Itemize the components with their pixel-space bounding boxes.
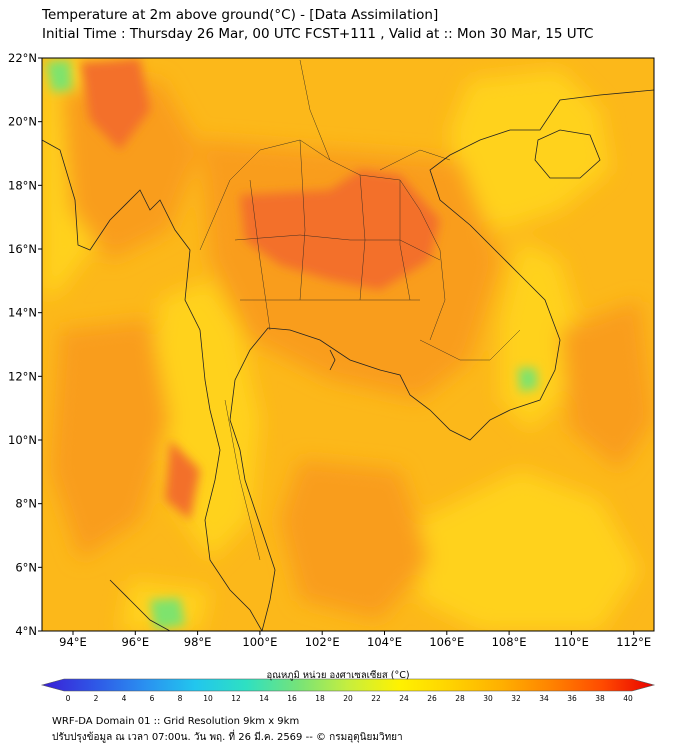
footer-update-note: ปรับปรุงข้อมูล ณ เวลา 07:00น. วัน พฤ. ที… bbox=[52, 732, 403, 743]
lat-tick-label: 8°N bbox=[15, 497, 37, 511]
lat-tick-label: 22°N bbox=[8, 51, 37, 65]
colorbar: 0 2 4 6 8 10 12 14 16 18 20 22 24 26 28 30 32 34 36 38 40 bbox=[40, 678, 656, 703]
colorbar-tick-label: 30 bbox=[483, 694, 493, 703]
lon-tick-label: 110°E bbox=[554, 635, 589, 649]
temperature-field bbox=[42, 58, 654, 631]
colorbar-tick-label: 38 bbox=[595, 694, 605, 703]
colorbar-tick-label: 0 bbox=[66, 694, 71, 703]
colorbar-tick-label: 12 bbox=[231, 694, 241, 703]
colorbar-tick-label: 6 bbox=[150, 694, 155, 703]
colorbar-tick-label: 34 bbox=[539, 694, 549, 703]
colorbar-tick-label: 28 bbox=[455, 694, 465, 703]
lon-tick-label: 96°E bbox=[121, 635, 149, 649]
map-frame bbox=[41, 57, 655, 632]
map-subtitle: Initial Time : Thursday 26 Mar, 00 UTC F… bbox=[42, 26, 594, 42]
lat-tick-label: 12°N bbox=[8, 369, 37, 383]
lon-tick-label: 104°E bbox=[367, 635, 402, 649]
lon-tick-label: 106°E bbox=[429, 635, 464, 649]
lon-tick-label: 94°E bbox=[59, 635, 87, 649]
lat-tick-label: 10°N bbox=[8, 433, 37, 447]
lon-tick-label: 108°E bbox=[492, 635, 527, 649]
lat-tick-label: 20°N bbox=[8, 115, 37, 129]
lon-tick-label: 98°E bbox=[184, 635, 212, 649]
lat-tick-label: 4°N bbox=[15, 624, 37, 638]
colorbar-tick-label: 20 bbox=[343, 694, 353, 703]
colorbar-title: อุณหภูมิ หน่วย องศาเซลเซียส (°C) bbox=[266, 670, 410, 681]
longitude-axis: 94°E 96°E 98°E 100°E 102°E 104°E 106°E 108°E 110… bbox=[59, 631, 651, 649]
lat-tick-label: 14°N bbox=[8, 306, 37, 320]
province-borders bbox=[199, 59, 521, 561]
lon-tick-label: 100°E bbox=[242, 635, 277, 649]
colorbar-tick-label: 16 bbox=[287, 694, 297, 703]
colorbar-tick-label: 36 bbox=[567, 694, 577, 703]
colorbar-tick-label: 2 bbox=[94, 694, 99, 703]
lat-tick-label: 16°N bbox=[8, 242, 37, 256]
colorbar-tick-label: 26 bbox=[427, 694, 437, 703]
coastline bbox=[42, 89, 654, 631]
map-title: Temperature at 2m above ground(°C) - [Da… bbox=[42, 7, 439, 23]
colorbar-tick-label: 22 bbox=[371, 694, 381, 703]
colorbar-tick-label: 10 bbox=[203, 694, 213, 703]
colorbar-tick-label: 32 bbox=[511, 694, 521, 703]
latitude-axis: 22°N 20°N 18°N 16°N 14°N 12°N 10°N 8°N 6°N 4°N bbox=[8, 51, 42, 638]
footer-resolution: WRF-DA Domain 01 :: Grid Resolution 9km … bbox=[52, 716, 300, 727]
lon-tick-label: 112°E bbox=[616, 635, 651, 649]
lon-tick-label: 102°E bbox=[305, 635, 340, 649]
lat-tick-label: 18°N bbox=[8, 178, 37, 192]
colorbar-tick-label: 40 bbox=[623, 694, 633, 703]
colorbar-tick-label: 18 bbox=[315, 694, 325, 703]
colorbar-tick-label: 4 bbox=[122, 694, 127, 703]
colorbar-tick-label: 24 bbox=[399, 694, 409, 703]
colorbar-tick-label: 8 bbox=[178, 694, 183, 703]
colorbar-tick-label: 14 bbox=[259, 694, 269, 703]
lat-tick-label: 6°N bbox=[15, 560, 37, 574]
